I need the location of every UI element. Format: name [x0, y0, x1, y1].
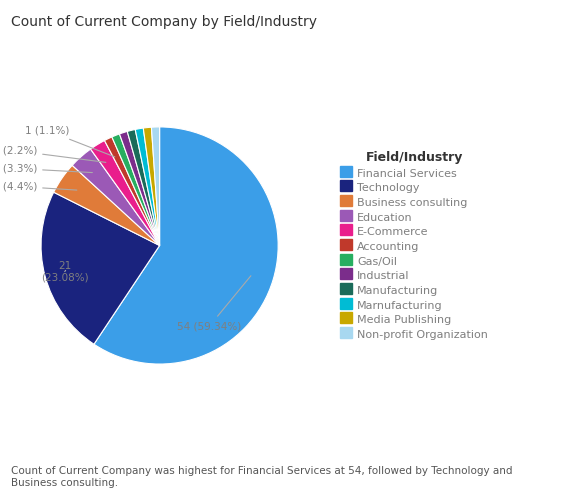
- Text: Count of Current Company was highest for Financial Services at 54, followed by T: Count of Current Company was highest for…: [11, 466, 513, 487]
- Wedge shape: [104, 137, 160, 245]
- Wedge shape: [41, 192, 160, 344]
- Wedge shape: [112, 134, 160, 245]
- Wedge shape: [152, 127, 160, 245]
- Text: Count of Current Company by Field/Industry: Count of Current Company by Field/Indust…: [11, 15, 317, 29]
- Wedge shape: [72, 149, 160, 245]
- Text: 1 (1.1%): 1 (1.1%): [25, 125, 115, 157]
- Text: 21
(23.08%): 21 (23.08%): [41, 261, 88, 283]
- Wedge shape: [127, 129, 160, 245]
- Text: 54 (59.34%): 54 (59.34%): [177, 276, 251, 331]
- Wedge shape: [135, 128, 160, 245]
- Wedge shape: [120, 131, 160, 245]
- Wedge shape: [91, 140, 160, 245]
- Text: 2 (2.2%): 2 (2.2%): [0, 146, 106, 162]
- Legend: Financial Services, Technology, Business consulting, Education, E-Commerce, Acco: Financial Services, Technology, Business…: [337, 148, 491, 343]
- Wedge shape: [143, 127, 160, 245]
- Text: 4 (4.4%): 4 (4.4%): [0, 181, 77, 191]
- Wedge shape: [54, 165, 160, 245]
- Text: 3 (3.3%): 3 (3.3%): [0, 163, 92, 173]
- Wedge shape: [94, 127, 278, 364]
